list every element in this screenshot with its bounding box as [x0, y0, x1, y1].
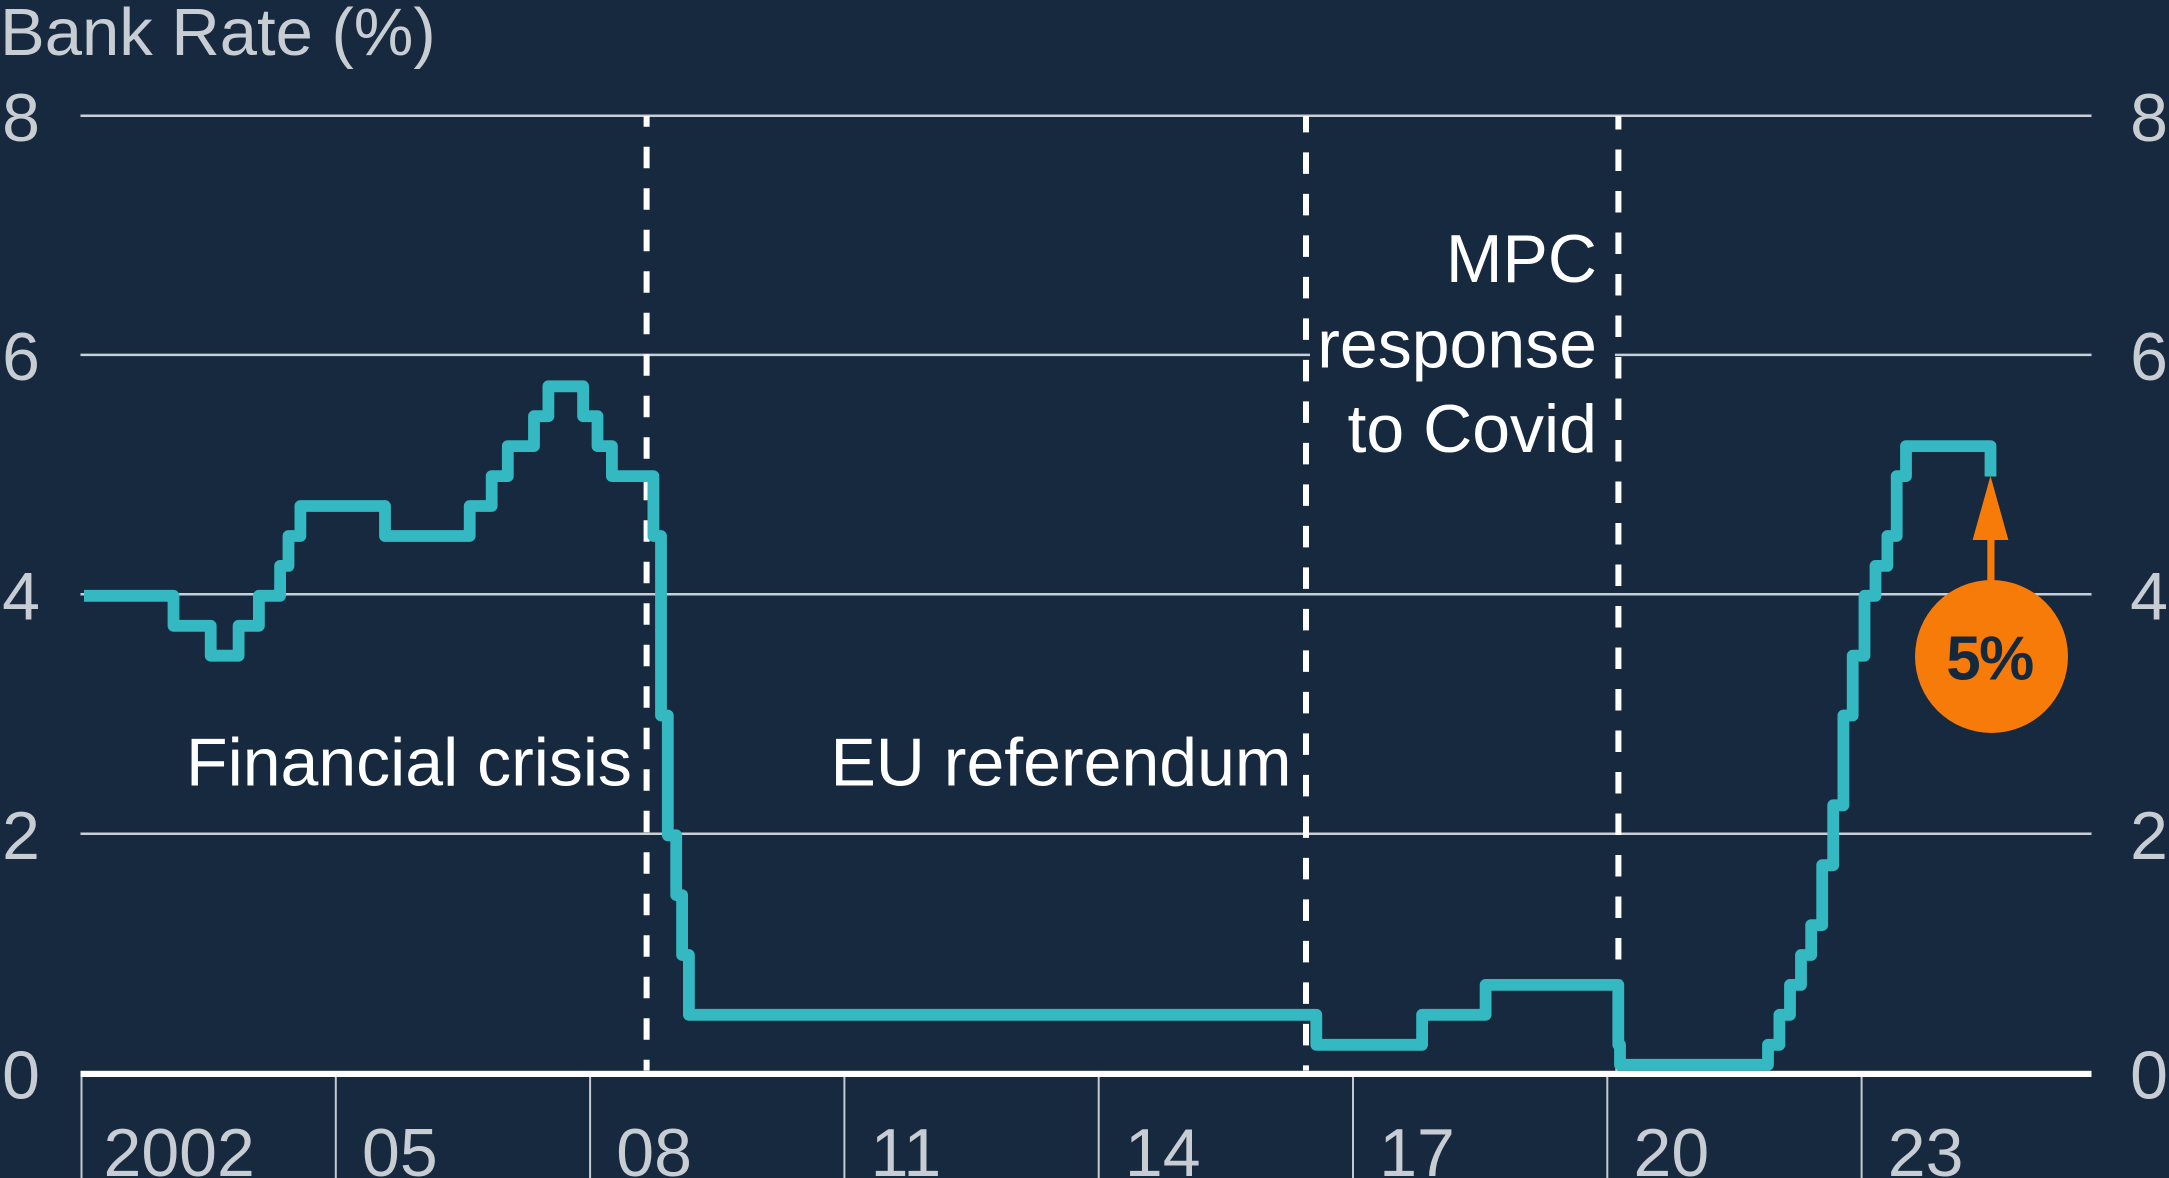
svg-text:EU referendum: EU referendum: [830, 725, 1291, 801]
svg-text:14: 14: [1125, 1115, 1201, 1178]
svg-text:17: 17: [1379, 1115, 1455, 1178]
svg-text:08: 08: [616, 1115, 692, 1178]
svg-text:response: response: [1317, 307, 1597, 383]
svg-text:2002: 2002: [104, 1115, 255, 1178]
svg-text:6: 6: [2130, 319, 2168, 395]
svg-text:5%: 5%: [1946, 625, 2033, 694]
svg-text:2: 2: [2, 798, 40, 874]
svg-text:0: 0: [2, 1038, 40, 1114]
svg-text:MPC: MPC: [1446, 221, 1597, 297]
svg-text:to Covid: to Covid: [1348, 391, 1597, 467]
svg-text:8: 8: [2130, 80, 2168, 156]
svg-text:Bank Rate (%): Bank Rate (%): [0, 0, 436, 70]
svg-text:4: 4: [2, 558, 40, 634]
svg-text:2: 2: [2130, 798, 2168, 874]
svg-text:Financial crisis: Financial crisis: [186, 725, 632, 801]
svg-text:8: 8: [2, 80, 40, 156]
svg-text:11: 11: [871, 1115, 942, 1178]
svg-text:0: 0: [2130, 1038, 2168, 1114]
svg-text:6: 6: [2, 319, 40, 395]
svg-text:23: 23: [1888, 1115, 1964, 1178]
svg-text:20: 20: [1634, 1115, 1710, 1178]
svg-text:05: 05: [362, 1115, 438, 1178]
svg-text:4: 4: [2130, 558, 2168, 634]
